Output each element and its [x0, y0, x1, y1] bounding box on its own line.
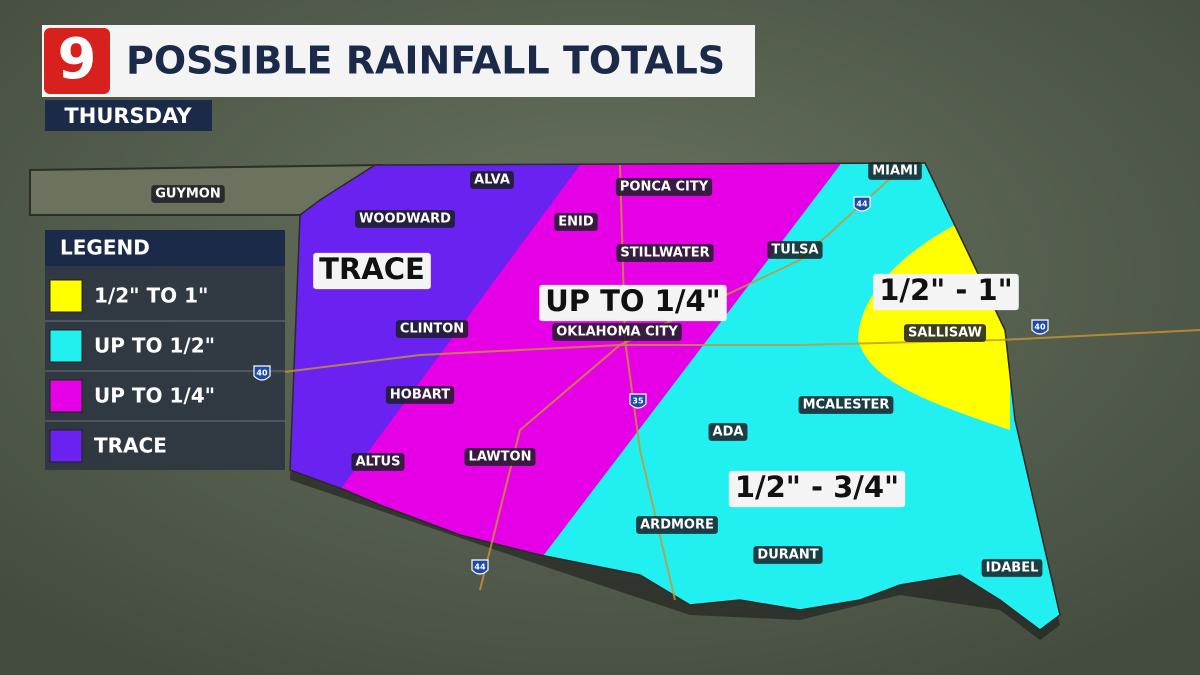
city-label-text: ALTUS: [356, 455, 401, 470]
city-label: ADA: [708, 423, 748, 441]
city-label: CLINTON: [395, 320, 469, 338]
city-label-text: WOODWARD: [359, 212, 451, 227]
city-label-box: [636, 516, 718, 534]
zone-label-box: [313, 252, 431, 290]
zone-label: UP TO 1/4": [539, 284, 727, 322]
zone-label-text: 1/2" - 3/4": [735, 470, 899, 504]
city-label-box: [464, 448, 536, 466]
legend-title: LEGEND: [60, 236, 150, 260]
city-label-text: MCALESTER: [803, 398, 890, 413]
city-label: DURANT: [753, 546, 823, 564]
city-label-box: [385, 386, 455, 404]
subtitle: THURSDAY: [64, 104, 192, 128]
legend: LEGEND 1/2" TO 1" UP TO 1/2" UP TO 1/4" TRA…: [45, 230, 285, 470]
highway-number: 44: [856, 200, 868, 209]
city-label: GUYMON: [151, 185, 225, 203]
city-label: PONCA CITY: [615, 178, 713, 196]
city-label: LAWTON: [464, 448, 536, 466]
city-label: WOODWARD: [355, 210, 455, 228]
city-label-box: [395, 320, 469, 338]
city-label-box: [753, 546, 823, 564]
zone-label-text: 1/2" - 1": [879, 273, 1013, 307]
highway-number: 40: [256, 369, 268, 378]
city-label-box: [708, 423, 748, 441]
city-label-box: [151, 185, 225, 203]
city-label-box: [351, 453, 405, 471]
city-label: MCALESTER: [798, 396, 894, 414]
legend-label: UP TO 1/2": [94, 334, 215, 358]
logo-text: 9: [58, 27, 97, 92]
city-label-box: [798, 396, 894, 414]
city-label: TULSA: [767, 241, 823, 259]
city-label-text: SALLISAW: [908, 326, 982, 341]
city-label: STILLWATER: [616, 244, 714, 262]
zone-label: 1/2" - 3/4": [728, 470, 906, 508]
city-label-text: IDABEL: [986, 561, 1039, 576]
highway-shield: [853, 196, 871, 212]
city-label-box: [615, 178, 713, 196]
city-label: ALVA: [470, 171, 514, 189]
city-label: IDABEL: [981, 559, 1043, 577]
city-label-text: GUYMON: [155, 187, 221, 202]
city-label-text: HOBART: [390, 388, 450, 403]
city-label-box: [868, 162, 922, 180]
highway-shield: [253, 365, 271, 381]
city-label-text: CLINTON: [400, 322, 464, 337]
legend-label: TRACE: [94, 434, 167, 458]
zone-label-box: [873, 273, 1019, 311]
highway-shield: [471, 559, 489, 575]
highway-number: 40: [1034, 323, 1046, 332]
city-label: HOBART: [385, 386, 455, 404]
city-label-box: [981, 559, 1043, 577]
city-label-text: PONCA CITY: [620, 180, 709, 195]
city-label: SALLISAW: [903, 324, 987, 342]
city-label: ALTUS: [351, 453, 405, 471]
city-label-box: [903, 324, 987, 342]
highway-shield: [1031, 319, 1049, 335]
highway-number: 44: [474, 563, 486, 572]
city-label-text: OKLAHOMA CITY: [556, 325, 678, 340]
highway-shield: [629, 393, 647, 409]
city-label-text: LAWTON: [469, 450, 532, 465]
zone-label: 1/2" - 1": [873, 273, 1019, 311]
city-label-text: TULSA: [771, 243, 818, 258]
city-label-box: [554, 213, 598, 231]
city-label-box: [552, 323, 682, 341]
logo: [44, 28, 110, 94]
title-bar: [42, 25, 755, 97]
zone-label-box: [728, 470, 906, 508]
city-label-box: [767, 241, 823, 259]
city-label: ENID: [554, 213, 598, 231]
zone-label: TRACE: [313, 252, 431, 290]
legend-swatch: [49, 279, 83, 313]
city-label-text: ADA: [713, 425, 744, 440]
city-label-text: DURANT: [757, 548, 818, 563]
city-label-text: MIAMI: [872, 164, 918, 179]
zone-label-text: UP TO 1/4": [545, 284, 721, 318]
city-label-box: [355, 210, 455, 228]
city-label: ARDMORE: [636, 516, 718, 534]
city-label: OKLAHOMA CITY: [552, 323, 682, 341]
city-label-box: [616, 244, 714, 262]
city-label-box: [470, 171, 514, 189]
title: POSSIBLE RAINFALL TOTALS: [126, 39, 725, 83]
city-label-text: ARDMORE: [640, 518, 714, 533]
legend-swatch: [49, 379, 83, 413]
city-label-text: STILLWATER: [620, 246, 709, 261]
legend-label: UP TO 1/4": [94, 384, 215, 408]
legend-label: 1/2" TO 1": [94, 284, 208, 308]
subtitle-box: [45, 100, 212, 131]
highway-number: 35: [632, 397, 644, 406]
legend-swatch: [49, 429, 83, 463]
legend-box: [45, 230, 285, 470]
state-outline: [289, 162, 1061, 631]
city-label: MIAMI: [868, 162, 922, 180]
legend-header: [45, 230, 285, 266]
zone-label-box: [539, 284, 727, 322]
city-label-text: ALVA: [474, 173, 510, 188]
zone-label-text: TRACE: [319, 252, 425, 286]
city-label-text: ENID: [558, 215, 594, 230]
legend-swatch: [49, 329, 83, 363]
